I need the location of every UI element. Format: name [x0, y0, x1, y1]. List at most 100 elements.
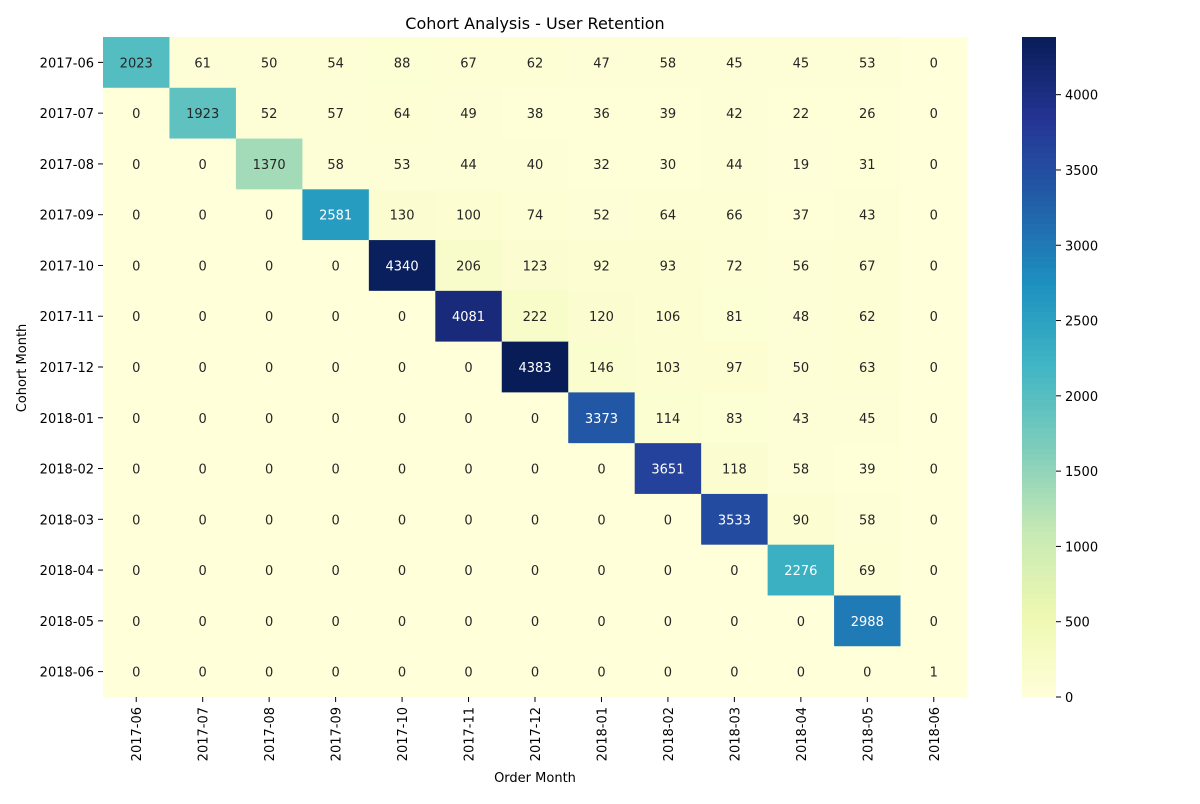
cell-value-label: 38 — [527, 107, 544, 122]
cell-value-label: 0 — [199, 615, 207, 630]
cell-value-label: 0 — [930, 259, 938, 274]
cell-value-label: 31 — [859, 158, 876, 173]
heatmap-cell — [501, 37, 569, 89]
colorbar-gradient-segment — [1022, 284, 1056, 291]
heatmap-cell — [501, 240, 569, 292]
cell-value-label: 54 — [327, 56, 344, 71]
cell-value-label: 97 — [726, 361, 743, 376]
colorbar-gradient-segment — [1022, 383, 1056, 390]
colorbar-gradient-segment — [1022, 81, 1056, 88]
colorbar-gradient-segment — [1022, 400, 1056, 407]
cell-value-label: 58 — [859, 513, 876, 528]
heatmap-cell — [634, 240, 702, 292]
colorbar-gradient-segment — [1022, 532, 1056, 539]
cell-value-label: 118 — [722, 463, 747, 478]
heatmap-cell — [103, 595, 170, 647]
heatmap-cell — [767, 189, 835, 241]
cell-value-label: 66 — [726, 209, 743, 224]
heatmap-cell — [501, 392, 569, 444]
colorbar-tick-label: 2000 — [1065, 390, 1098, 405]
cell-value-label: 62 — [527, 56, 544, 71]
colorbar-tick-label: 500 — [1065, 616, 1090, 631]
cell-value-label: 48 — [793, 310, 810, 325]
cell-value-label: 120 — [589, 310, 614, 325]
cell-value-label: 0 — [930, 158, 938, 173]
colorbar-gradient-segment — [1022, 345, 1056, 352]
cell-value-label: 39 — [859, 463, 876, 478]
cell-value-label: 0 — [132, 209, 140, 224]
colorbar-gradient-segment — [1022, 433, 1056, 440]
x-tick-label: 2017-06 — [130, 707, 145, 761]
heatmap-cell — [302, 138, 370, 190]
colorbar-gradient-segment — [1022, 449, 1056, 456]
heatmap-cell — [834, 443, 902, 495]
heatmap-cell — [767, 138, 835, 190]
cell-value-label: 44 — [460, 158, 477, 173]
heatmap-cell — [435, 138, 503, 190]
heatmap-cell — [368, 493, 436, 546]
heatmap-cell — [501, 341, 569, 393]
colorbar-gradient-segment — [1022, 48, 1056, 55]
y-tick-label: 2017-12 — [40, 361, 94, 376]
heatmap-cell — [435, 87, 503, 140]
cell-value-label: 0 — [331, 412, 339, 427]
cell-value-label: 45 — [726, 56, 743, 71]
heatmap-cell — [634, 87, 702, 140]
heatmap-cell — [634, 595, 702, 647]
cell-value-label: 0 — [930, 564, 938, 579]
heatmap-cell — [368, 189, 436, 241]
cell-value-label: 0 — [730, 615, 738, 630]
cell-value-label: 0 — [331, 259, 339, 274]
colorbar-gradient-segment — [1022, 130, 1056, 137]
heatmap-cell — [169, 443, 237, 495]
y-tick-label: 2018-01 — [40, 412, 94, 427]
cell-value-label: 0 — [597, 666, 605, 681]
cell-value-label: 93 — [660, 259, 677, 274]
heatmap-cell — [701, 595, 769, 647]
heatmap-cell — [302, 493, 370, 546]
heatmap-cell — [235, 392, 303, 444]
cell-value-label: 0 — [265, 310, 273, 325]
cell-value-label: 0 — [199, 259, 207, 274]
colorbar-gradient-segment — [1022, 251, 1056, 258]
heatmap-cell — [235, 544, 303, 596]
heatmap-cell — [900, 341, 968, 393]
colorbar-gradient-segment — [1022, 306, 1056, 313]
cell-value-label: 0 — [199, 310, 207, 325]
cell-value-label: 0 — [132, 107, 140, 122]
cell-value-label: 0 — [930, 56, 938, 71]
colorbar-gradient-segment — [1022, 323, 1056, 330]
cell-value-label: 0 — [265, 615, 273, 630]
cell-value-label: 0 — [464, 361, 472, 376]
colorbar-gradient-segment — [1022, 504, 1056, 511]
cell-value-label: 0 — [331, 615, 339, 630]
cell-value-label: 88 — [394, 56, 411, 71]
heatmap-cell — [834, 240, 902, 292]
heatmap-cell — [767, 37, 835, 89]
heatmap-cell — [435, 493, 503, 546]
colorbar-gradient-segment — [1022, 97, 1056, 104]
cell-value-label: 0 — [930, 209, 938, 224]
cell-value-label: 0 — [398, 666, 406, 681]
colorbar-gradient-segment — [1022, 537, 1056, 544]
cell-value-label: 2276 — [784, 564, 817, 579]
heatmap-cell — [568, 443, 636, 495]
cell-value-label: 72 — [726, 259, 743, 274]
heatmap-cell — [302, 392, 370, 444]
heatmap-cell — [435, 37, 503, 89]
colorbar-gradient-segment — [1022, 350, 1056, 357]
heatmap-cell — [368, 87, 436, 140]
colorbar-gradient-segment — [1022, 422, 1056, 429]
heatmap-cells: 2023 61 50 54 88 67 62 47 58 45 45 53 0 0 1923 52 57 64 49… — [103, 37, 968, 698]
heatmap-cell — [767, 443, 835, 495]
heatmap-cell — [435, 595, 503, 647]
colorbar-gradient-segment — [1022, 268, 1056, 275]
heatmap-cell — [103, 646, 170, 698]
colorbar-gradient-segment — [1022, 680, 1056, 687]
heatmap-cell — [235, 493, 303, 546]
heatmap-cell — [235, 138, 303, 190]
colorbar-tick-label: 3500 — [1065, 164, 1098, 179]
heatmap-cell — [900, 37, 968, 89]
cell-value-label: 0 — [199, 361, 207, 376]
colorbar-gradient-segment — [1022, 196, 1056, 203]
